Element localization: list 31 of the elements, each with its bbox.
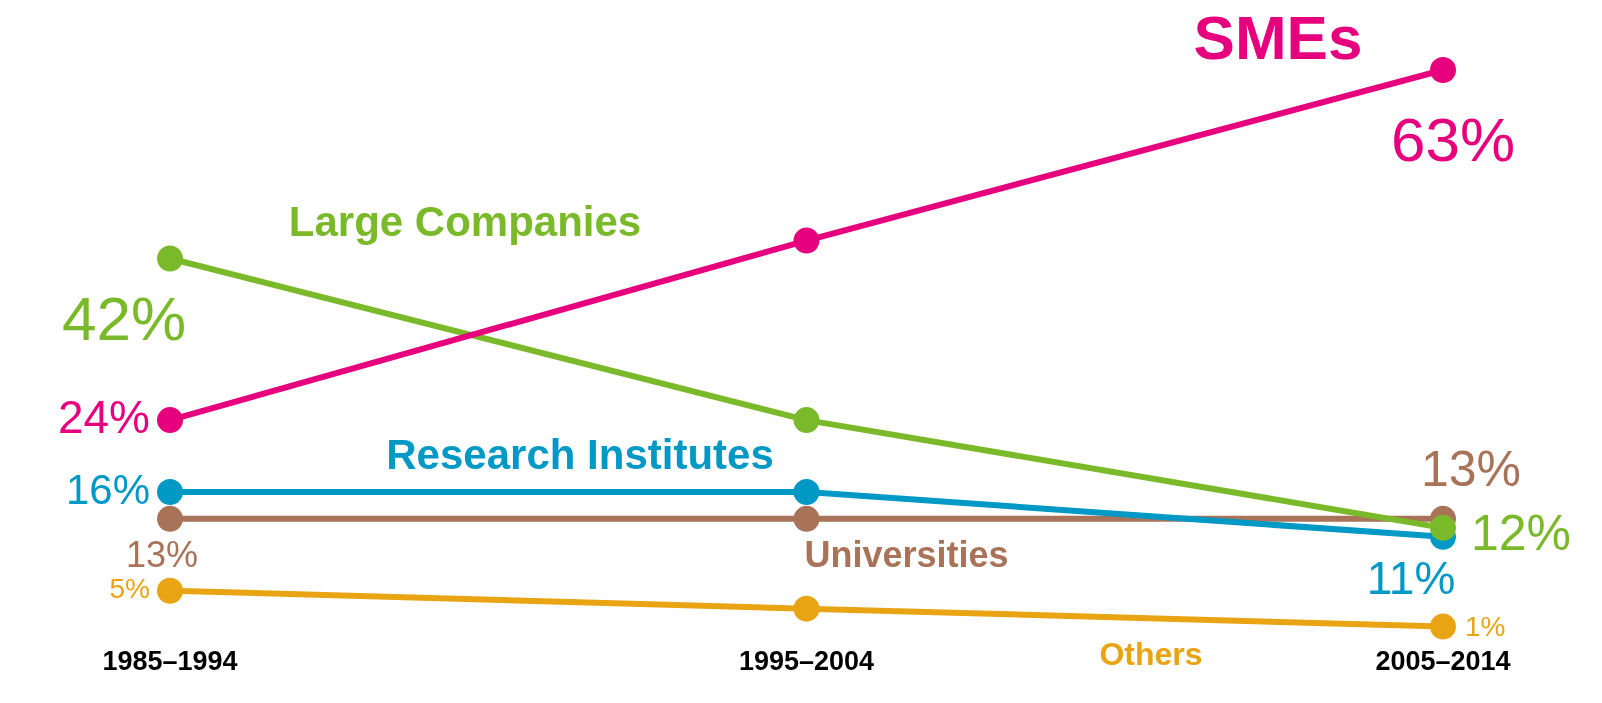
- point: [157, 478, 183, 505]
- x-tick-label: 2005–2014: [1375, 646, 1511, 677]
- data-label: 16%: [65, 465, 150, 513]
- data-label: 24%: [57, 390, 150, 443]
- point: [157, 577, 183, 604]
- point: [157, 407, 183, 434]
- point: [793, 227, 820, 254]
- x-tick-label: 1985–1994: [102, 646, 238, 677]
- data-label: 12%: [1471, 504, 1572, 561]
- series-label: Research Institutes: [386, 430, 774, 478]
- data-label: 63%: [1390, 105, 1516, 175]
- point: [793, 595, 820, 622]
- data-label: 11%: [1366, 551, 1456, 604]
- data-label: 13%: [1420, 440, 1522, 497]
- data-label: 5%: [109, 573, 150, 605]
- series-label: SMEs: [1193, 3, 1363, 73]
- point: [1430, 514, 1456, 541]
- data-label: 42%: [61, 283, 187, 353]
- series-label: Others: [1099, 636, 1203, 673]
- series-label: Large Companies: [288, 198, 642, 246]
- data-label: 1%: [1465, 611, 1506, 643]
- series-label: Universities: [804, 533, 1009, 575]
- point: [157, 505, 183, 532]
- point: [793, 407, 820, 434]
- point: [793, 505, 820, 532]
- data-label: 13%: [125, 533, 199, 575]
- point: [793, 478, 820, 505]
- point: [1430, 57, 1456, 83]
- x-tick-label: 1995–2004: [738, 646, 875, 677]
- point: [157, 245, 183, 272]
- point: [1430, 613, 1456, 640]
